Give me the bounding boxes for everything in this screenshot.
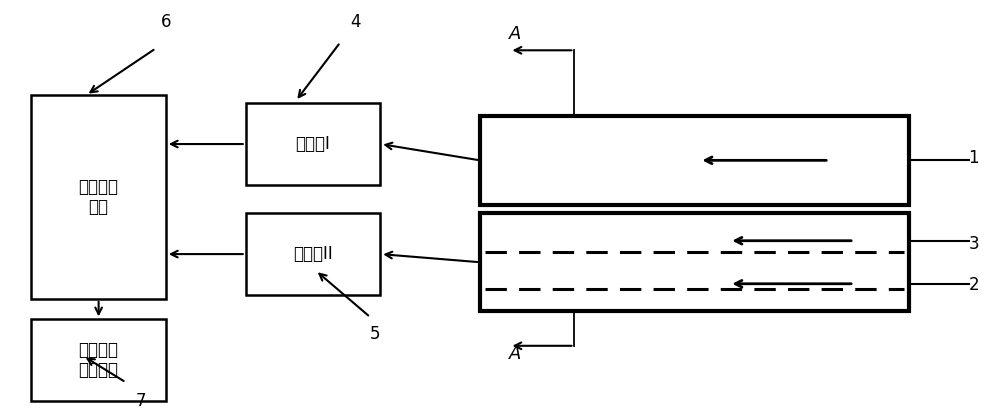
Text: 7: 7 (136, 392, 146, 410)
Text: 5: 5 (370, 325, 381, 342)
Bar (480, 116, 909, 205)
Text: 6: 6 (161, 13, 171, 31)
Text: A: A (509, 345, 521, 363)
Text: 3: 3 (968, 235, 979, 253)
Text: 放大器II: 放大器II (293, 245, 333, 263)
Text: 2: 2 (968, 275, 979, 294)
Text: 1: 1 (968, 150, 979, 167)
Bar (480, 214, 909, 311)
Text: 放大器I: 放大器I (296, 135, 330, 153)
Text: A: A (509, 25, 521, 43)
Bar (246, 103, 380, 185)
Text: 数据获取
模块: 数据获取 模块 (79, 178, 119, 216)
Bar (246, 214, 380, 295)
Text: 中子能谱
分析模块: 中子能谱 分析模块 (79, 341, 119, 380)
Bar (31, 95, 166, 299)
Bar (31, 319, 166, 401)
Text: 4: 4 (350, 13, 361, 31)
